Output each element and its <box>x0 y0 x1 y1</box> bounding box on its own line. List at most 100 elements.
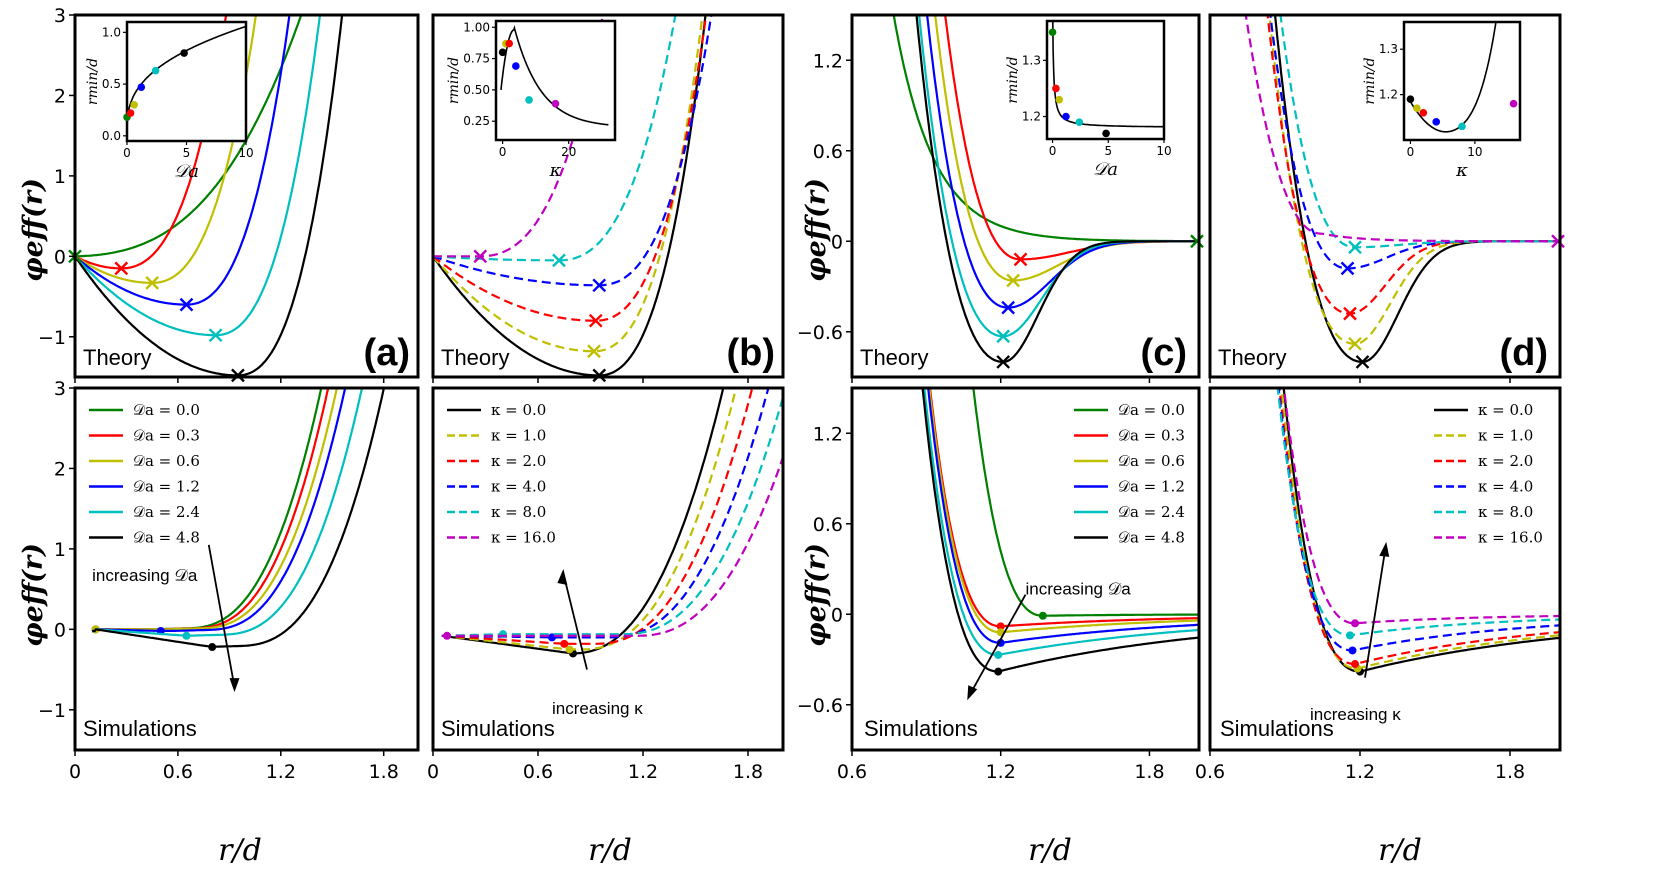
legend-d-label-0: κ = 0.0 <box>1478 401 1533 419</box>
sim-b-arrow-shaft <box>563 576 588 670</box>
c-sim-xtick-label-1: 1.2 <box>986 761 1016 783</box>
d-sim-xtick-label-1: 1.2 <box>1345 761 1375 783</box>
theory-b-min-marker-3 <box>592 278 607 293</box>
d-sim-corner-label: Simulations <box>1220 716 1334 741</box>
sim-d-series-1 <box>1280 388 1560 670</box>
inset-c-xtick-label-2: 10 <box>1156 144 1171 158</box>
inset-a-point-3 <box>137 83 146 91</box>
panel-c-theory-frame <box>850 13 1201 379</box>
inset-d-ytick-label-1: 1.3 <box>1379 42 1398 56</box>
legend-a-label-1: 𝒟a = 0.3 <box>133 427 200 445</box>
c-theory-ytick-label-0: −0.6 <box>797 322 843 344</box>
x-axis-label-4: r/d <box>1378 833 1422 868</box>
d-sim-xtick-label-2: 1.8 <box>1495 761 1525 783</box>
sim-c-series-1 <box>928 388 1199 628</box>
panel-a-theory-frame <box>73 13 420 379</box>
y-axis-label-a-theory: φeff(r) <box>18 178 49 282</box>
d-theory-corner-label: Theory <box>1218 345 1286 370</box>
theory-d-series-5 <box>1244 15 1560 243</box>
theory-b-series-4 <box>433 15 677 262</box>
c-sim-ytick-label-1: 0 <box>831 604 843 626</box>
a-sim-xtick-label-0: 0 <box>69 761 81 783</box>
sim-a-min-marker-5 <box>208 643 217 652</box>
a-theory-ytick-label-1: 0 <box>54 246 66 268</box>
legend-d-label-1: κ = 1.0 <box>1478 427 1533 445</box>
legend-d-label-3: κ = 4.0 <box>1478 478 1533 496</box>
inset-a-ytick-label-1: 0.5 <box>102 77 121 91</box>
theory-b-min-marker-0 <box>592 368 607 383</box>
theory-c-series-5 <box>915 15 1199 363</box>
sim-a-arrow-shaft <box>207 544 236 688</box>
inset-c-curve <box>1052 21 1164 128</box>
theory-a-min-marker-5 <box>231 368 245 383</box>
c-theory-ytick-label-1: 0 <box>831 231 843 253</box>
inset-b-ytick-label-1: 0.50 <box>463 83 490 97</box>
sim-b-min-marker-5 <box>443 631 451 640</box>
c-theory-corner-label: Theory <box>860 345 928 370</box>
inset-d-xtick-label-1: 10 <box>1467 145 1482 159</box>
sim-d-arrow-head <box>1379 541 1390 557</box>
theory-d-min-marker-4 <box>1348 240 1362 255</box>
legend-a-label-3: 𝒟a = 1.2 <box>133 478 200 496</box>
legend-c-label-1: 𝒟a = 0.3 <box>1118 427 1185 445</box>
legend-d-label-4: κ = 8.0 <box>1478 503 1533 521</box>
theory-a-min-marker-1 <box>114 261 129 276</box>
legend-b-label-2: κ = 2.0 <box>491 452 546 470</box>
sim-c-series-2 <box>928 388 1199 634</box>
theory-a-series-4 <box>75 15 322 337</box>
inset-c-ylabel: rmin/d <box>1005 56 1021 103</box>
inset-c-xtick-label-0: 0 <box>1049 144 1057 158</box>
panel-c-sim-frame <box>850 386 1201 752</box>
sim-c-arrow-head <box>967 685 978 701</box>
sim-b-min-marker-1 <box>565 645 574 654</box>
inset-c-ytick-label-0: 1.2 <box>1022 110 1041 124</box>
legend-b-label-5: κ = 16.0 <box>491 529 556 547</box>
a-theory-panel-label: (a) <box>364 332 410 374</box>
sim-c-series-4 <box>923 388 1199 657</box>
inset-a-ytick-label-2: 1.0 <box>102 25 121 39</box>
sim-a-series-2 <box>92 388 339 633</box>
inset-d-curve <box>1409 22 1497 133</box>
a-sim-corner-label: Simulations <box>83 716 197 741</box>
inset-b-point-4 <box>525 96 533 104</box>
x-axis-label-1: r/d <box>218 833 262 868</box>
theory-a-min-marker-3 <box>179 297 194 312</box>
theory-d-min-marker-5 <box>1551 234 1565 249</box>
sim-d-min-marker-2 <box>1351 660 1359 669</box>
inset-a-frame <box>125 20 248 143</box>
inset-d-point-5 <box>1509 99 1518 108</box>
theory-c-min-marker-3 <box>1001 300 1015 315</box>
theory-a-series-3 <box>75 15 291 306</box>
legend-c-label-4: 𝒟a = 2.4 <box>1118 503 1185 521</box>
b-sim-xtick-label-2: 1.2 <box>628 761 658 783</box>
c-theory-panel-label: (c) <box>1141 332 1187 374</box>
c-sim-xtick-label-2: 1.8 <box>1134 761 1164 783</box>
legend-a-label-0: 𝒟a = 0.0 <box>133 401 200 419</box>
c-sim-xtick-label-0: 0.6 <box>837 761 867 783</box>
theory-b-series-2 <box>433 15 708 322</box>
sim-b-series-4 <box>441 396 783 637</box>
inset-a-xtick-label-2: 10 <box>238 146 253 160</box>
inset-c-point-3 <box>1062 112 1070 121</box>
theory-b-min-marker-1 <box>587 344 601 359</box>
sim-d-series-0 <box>1282 388 1560 673</box>
a-theory-ytick-label-3: 2 <box>54 85 66 107</box>
theory-d-min-marker-0 <box>1355 355 1370 369</box>
sim-d-series-2 <box>1278 388 1560 666</box>
legend-c-label-5: 𝒟a = 4.8 <box>1118 529 1185 547</box>
theory-b-min-marker-5 <box>473 249 488 264</box>
inset-b-point-5 <box>551 99 560 108</box>
inset-d-ylabel: rmin/d <box>1362 57 1378 104</box>
b-sim-xtick-label-0: 0 <box>427 761 439 783</box>
y-axis-label-a-sim: φeff(r) <box>18 543 49 647</box>
c-sim-corner-label: Simulations <box>864 716 978 741</box>
inset-d-xtick-label-0: 0 <box>1407 145 1415 159</box>
legend-c-label-3: 𝒟a = 1.2 <box>1118 478 1185 496</box>
sim-d-min-marker-4 <box>1346 631 1354 640</box>
a-sim-xtick-label-3: 1.8 <box>369 761 399 783</box>
sim-b-min-marker-2 <box>560 639 569 648</box>
inset-a-point-5 <box>180 49 188 57</box>
c-sim-ytick-label-2: 0.6 <box>813 514 843 536</box>
plot-layer <box>68 15 1565 701</box>
theory-a-min-marker-2 <box>145 276 160 290</box>
